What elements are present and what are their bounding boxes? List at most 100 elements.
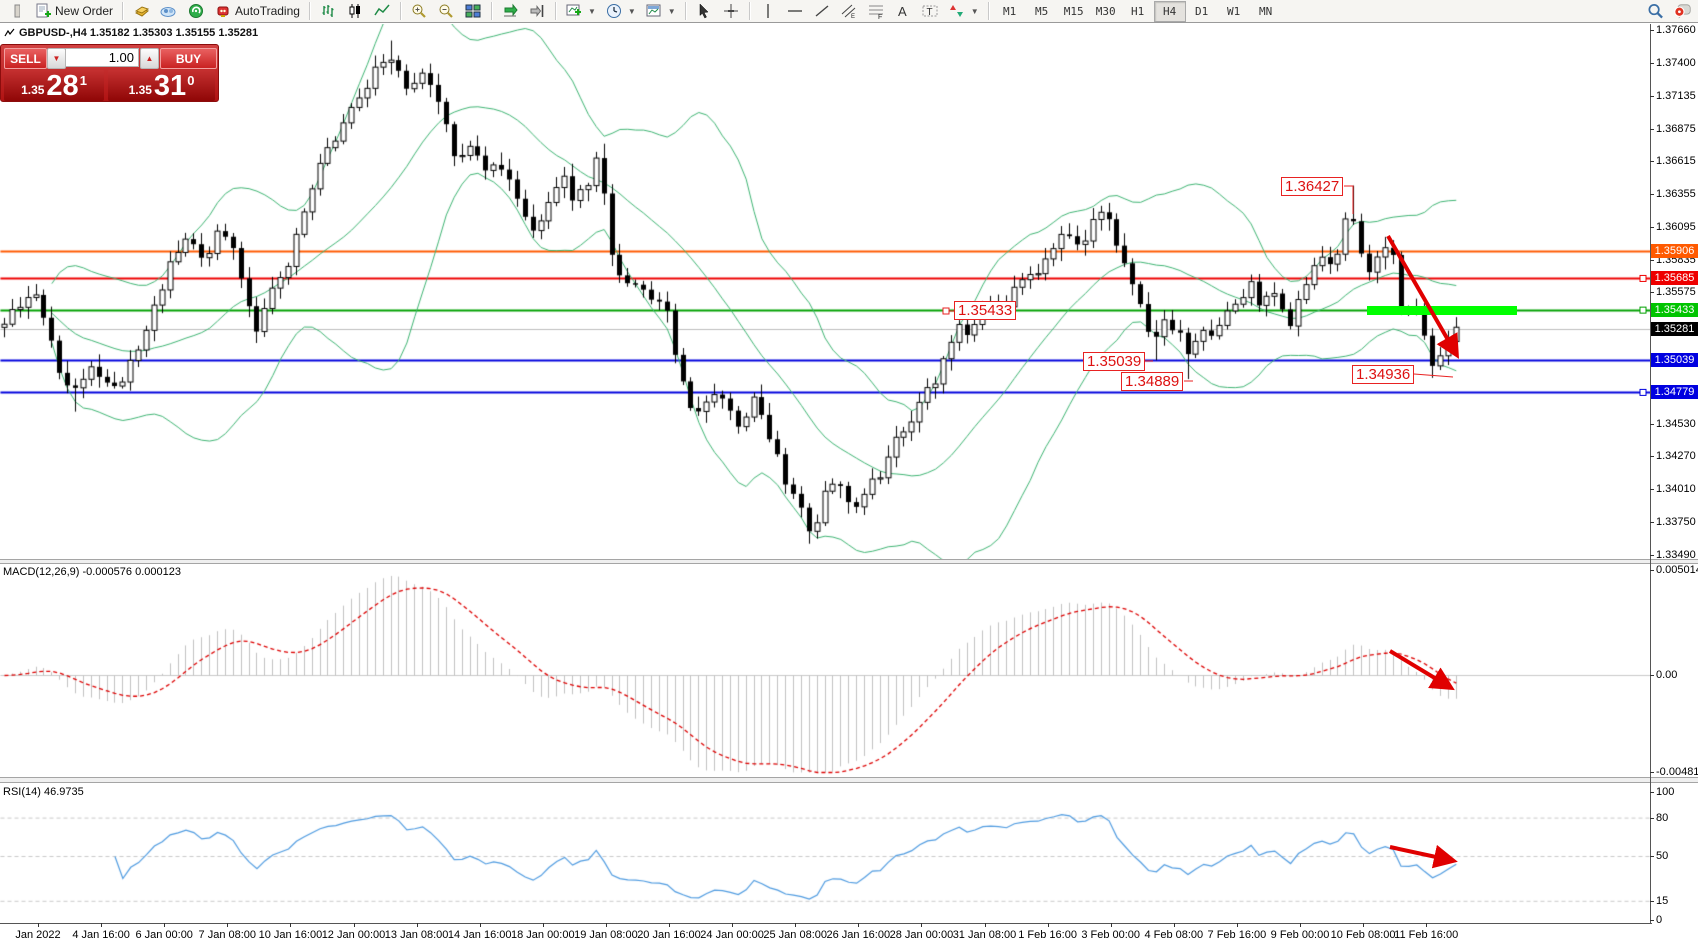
main-chart-canvas[interactable] xyxy=(0,24,1650,560)
tab-timeframe-d1[interactable]: D1 xyxy=(1195,4,1209,18)
price-callout-label[interactable]: 1.34936 xyxy=(1352,365,1415,384)
search-button[interactable] xyxy=(1642,0,1669,22)
bars-chart-button[interactable] xyxy=(315,0,342,22)
macd-axis-label: 0.005014 xyxy=(1656,564,1698,576)
zoom-in-button[interactable] xyxy=(406,0,433,22)
notification-button[interactable] xyxy=(1669,0,1696,22)
autotrading-button[interactable]: AutoTrading xyxy=(209,0,305,22)
rsi-indicator-label: RSI(14) 46.9735 xyxy=(3,786,84,798)
tab-timeframe-m5[interactable]: M5 xyxy=(1035,4,1049,18)
date-axis-label: 13 Jan 08:00 xyxy=(384,929,449,939)
price-axis-label: 1.34010 xyxy=(1656,483,1696,496)
volume-down-stepper[interactable]: ▼ xyxy=(47,48,66,69)
tile-windows-button[interactable] xyxy=(460,0,487,22)
horizontal-line-icon xyxy=(787,3,804,20)
price-level-badge: 1.35039 xyxy=(1651,352,1698,367)
rsi-axis-label: 80 xyxy=(1656,811,1669,824)
sell-button[interactable]: SELL xyxy=(4,48,47,69)
window-icon-button[interactable] xyxy=(2,0,29,22)
community-button[interactable] xyxy=(155,0,182,22)
rsi-axis-tick xyxy=(1650,817,1654,819)
tab-timeframe-m30[interactable]: M30 xyxy=(1095,4,1116,18)
arrows-icon xyxy=(949,3,966,20)
line-chart-button[interactable] xyxy=(369,0,396,22)
tab-timeframe-w1[interactable]: W1 xyxy=(1227,4,1241,18)
macd-axis-label: -0.004812 xyxy=(1656,766,1698,778)
date-axis-tick xyxy=(164,923,166,927)
gold-package-button[interactable] xyxy=(128,0,155,22)
channel-button[interactable]: E xyxy=(836,0,863,22)
text-icon: A xyxy=(895,3,912,20)
crosshair-button[interactable] xyxy=(718,0,745,22)
tab-timeframe-m1[interactable]: M1 xyxy=(1003,4,1017,18)
price-axis-tick xyxy=(1650,128,1654,130)
volume-up-stepper[interactable]: ▲ xyxy=(140,48,159,69)
price-callout-label[interactable]: 1.35039 xyxy=(1083,352,1146,371)
price-callout-label[interactable]: 1.35433 xyxy=(954,301,1017,320)
new-chart-button[interactable]: ▼ xyxy=(561,0,601,22)
trendline-button[interactable] xyxy=(809,0,836,22)
text-label-button[interactable]: T xyxy=(917,0,944,22)
toolbar-separator xyxy=(987,2,990,20)
zoom-out-button[interactable] xyxy=(433,0,460,22)
price-level-badge: 1.35685 xyxy=(1651,271,1698,286)
buy-price-big: 31 xyxy=(153,70,187,102)
date-axis-label: 4 Feb 08:00 xyxy=(1144,929,1204,939)
periods-button[interactable]: ▼ xyxy=(601,0,641,22)
buy-price-pip: 0 xyxy=(187,73,195,88)
vertical-line-button[interactable] xyxy=(755,0,782,22)
rsi-axis-tick xyxy=(1650,900,1654,902)
signals-button[interactable] xyxy=(182,0,209,22)
price-axis-tick xyxy=(1650,554,1654,556)
cursor-button[interactable] xyxy=(691,0,718,22)
volume-input[interactable] xyxy=(65,48,139,67)
date-axis-tick xyxy=(605,923,607,927)
tab-timeframe-mn[interactable]: MN xyxy=(1259,4,1273,18)
date-axis-label: 4 Jan 16:00 xyxy=(72,929,130,939)
tab-timeframe-h1[interactable]: H1 xyxy=(1131,4,1145,18)
pane-separator[interactable] xyxy=(0,559,1698,564)
date-axis-tick xyxy=(1300,923,1301,927)
price-axis-tick xyxy=(1650,259,1654,261)
text-button[interactable]: A xyxy=(890,0,917,22)
channel-icon: E xyxy=(841,3,858,20)
rsi-pane-canvas[interactable] xyxy=(0,783,1650,923)
macd-pane-canvas[interactable] xyxy=(0,564,1650,776)
new-order-button[interactable]: New Order xyxy=(29,0,118,22)
chart-window: GBPUSD-,H4 1.35182 1.35303 1.35155 1.352… xyxy=(0,24,1698,939)
buy-quote[interactable]: 1.35 31 0 xyxy=(108,70,215,101)
buy-price-prefix: 1.35 xyxy=(128,83,152,97)
svg-text:T: T xyxy=(927,7,933,18)
date-axis-tick xyxy=(479,923,481,927)
price-axis-label: 1.36355 xyxy=(1656,188,1696,201)
signals-icon xyxy=(187,3,204,20)
toolbar: New Order AutoTrading ▼ ▼ ▼ E F A T ▼ M1 M5 M15 M30 H1… xyxy=(0,0,1698,23)
buy-button[interactable]: BUY xyxy=(160,48,217,69)
date-axis-tick xyxy=(984,923,986,927)
date-axis-tick xyxy=(1363,923,1365,927)
date-axis-tick xyxy=(858,923,860,927)
price-level-badge: 1.35433 xyxy=(1651,303,1698,318)
chevron-down-icon: ▼ xyxy=(627,6,636,16)
macd-axis-tick xyxy=(1650,570,1654,571)
arrows-button[interactable]: ▼ xyxy=(944,0,984,22)
fibonacci-button[interactable]: F xyxy=(863,0,890,22)
sell-quote[interactable]: 1.35 28 1 xyxy=(4,70,104,101)
date-axis-tick xyxy=(732,923,734,927)
pane-separator[interactable] xyxy=(0,777,1698,783)
zoom-out-icon xyxy=(438,3,455,20)
horizontal-line-button[interactable] xyxy=(782,0,809,22)
tile-windows-icon xyxy=(465,3,482,20)
supply-zone-rectangle[interactable] xyxy=(1367,305,1517,315)
price-callout-label[interactable]: 1.34889 xyxy=(1121,372,1184,391)
price-callout-label[interactable]: 1.36427 xyxy=(1281,177,1344,196)
date-axis-label: 11 Feb 16:00 xyxy=(1394,929,1459,939)
auto-scroll-button[interactable] xyxy=(497,0,524,22)
tab-timeframe-m15[interactable]: M15 xyxy=(1063,4,1084,18)
rsi-axis-tick xyxy=(1650,792,1654,793)
chart-shift-button[interactable] xyxy=(524,0,551,22)
date-axis-label: 7 Jan 08:00 xyxy=(198,929,257,939)
candlestick-chart-button[interactable] xyxy=(342,0,369,22)
templates-button[interactable]: ▼ xyxy=(641,0,681,22)
tab-timeframe-h4[interactable]: H4 xyxy=(1153,0,1186,22)
